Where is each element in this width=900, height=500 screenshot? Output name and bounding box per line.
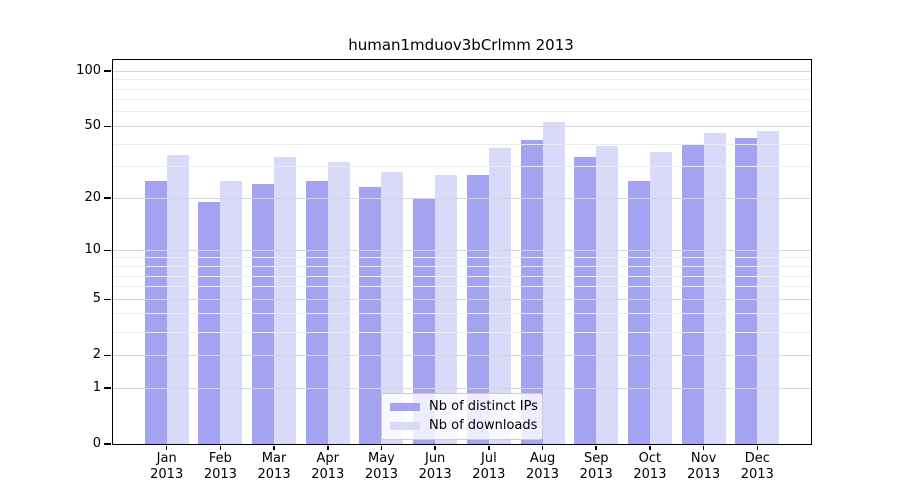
x-tick-mark-nov [702,446,705,450]
y-tick-mark-10 [104,249,111,252]
major-gridline-100 [113,70,811,72]
y-tick-label-20: 20 [84,190,101,206]
bar-nb-of-distinct-ips-nov [681,144,704,444]
plot-area: Nb of distinct IPs Nb of downloads 0 1 2 5 1… [76,59,812,482]
legend-swatch-distinct-ips [390,403,420,411]
bar-nb-of-distinct-ips-apr [305,180,328,444]
bar-nb-of-downloads-sep [596,146,619,444]
x-tick-label-aug: Aug 2013 [525,451,560,482]
bar-nb-of-downloads-oct [649,152,672,444]
x-tick-label-jan: Jan 2013 [150,451,184,482]
x-tick-mark-mar [273,446,275,450]
legend-label-downloads: Nb of downloads [429,418,538,433]
bar-nb-of-downloads-jul [488,148,511,444]
y-tick-label-0: 0 [92,436,101,451]
y-tick-label-100: 100 [76,63,101,79]
minor-gridline-30 [113,166,811,168]
x-tick-label-jul: Jul 2013 [472,451,506,482]
y-tick-label-10: 10 [84,242,101,258]
x-tick-label-may: May 2013 [364,451,398,482]
x-tick-mark-feb [219,446,222,450]
x-tick-label-feb: Feb 2013 [203,451,237,482]
bar-nb-of-downloads-nov [703,132,726,444]
bar-nb-of-downloads-dec [757,131,780,444]
minor-gridline-4 [113,313,811,315]
x-tick-mark-may [380,446,383,450]
legend: Nb of distinct IPs Nb of downloads [381,393,543,440]
legend-row-downloads: Nb of downloads [390,418,538,434]
x-tick-label-oct: Oct 2013 [633,451,667,482]
x-tick-label-nov: Nov 2013 [687,451,721,482]
bar-nb-of-distinct-ips-feb [198,202,221,444]
y-tick-mark-50 [104,125,111,128]
bar-nb-of-distinct-ips-sep [574,156,597,444]
x-tick-label-jun: Jun 2013 [418,451,452,482]
bar-nb-of-downloads-jun [435,174,458,444]
bar-nb-of-distinct-ips-may [359,187,382,444]
minor-gridline-9 [113,257,811,259]
bar-nb-of-distinct-ips-jan [144,180,167,444]
minor-gridline-8 [113,266,811,267]
x-tick-mark-apr [327,446,329,450]
bar-nb-of-distinct-ips-jun [413,198,436,444]
x-tick-mark-oct [649,446,651,450]
chart-title: human1mduov3bCrlmm 2013 [348,36,574,54]
x-tick-mark-jul [488,446,490,450]
major-gridline-20 [113,197,811,199]
bar-nb-of-distinct-ips-dec [735,138,758,444]
bar-nb-of-downloads-aug [542,121,565,444]
x-tick-label-dec: Dec 2013 [740,451,774,482]
major-gridline-2 [113,354,811,356]
y-tick-label-50: 50 [84,118,101,134]
bar-nb-of-downloads-apr [327,161,350,444]
x-tick-label-apr: Apr 2013 [311,451,345,482]
minor-gridline-80 [113,88,811,90]
y-tick-mark-2 [104,354,111,356]
minor-gridline-70 [113,99,811,101]
minor-gridline-3 [113,331,811,333]
y-tick-mark-100 [104,70,111,72]
y-tick-mark-1 [104,387,111,389]
legend-row-distinct-ips: Nb of distinct IPs [390,399,538,415]
bar-nb-of-downloads-may [381,171,404,444]
bar-nb-of-downloads-feb [220,180,243,444]
minor-gridline-90 [113,79,811,81]
minor-gridline-40 [113,143,811,145]
minor-gridline-7 [113,275,811,277]
bar-nb-of-distinct-ips-oct [627,180,650,444]
x-tick-mark-jan [165,446,168,450]
major-gridline-50 [113,125,811,127]
legend-label-distinct-ips: Nb of distinct IPs [429,399,538,414]
y-tick-mark-0 [104,443,111,445]
bar-nb-of-downloads-mar [274,156,297,444]
y-tick-mark-20 [104,197,111,199]
major-gridline-5 [113,298,811,300]
x-tick-mark-jun [434,446,436,450]
legend-swatch-downloads [390,422,420,430]
y-tick-label-5: 5 [92,291,101,307]
major-gridline-10 [113,249,811,251]
y-tick-mark-5 [104,298,111,300]
major-gridline-1 [113,387,811,389]
minor-gridline-60 [113,111,811,113]
bar-nb-of-distinct-ips-aug [520,140,543,444]
y-tick-label-2: 2 [92,347,101,363]
x-tick-mark-sep [595,446,597,450]
bar-nb-of-distinct-ips-jul [466,174,489,444]
x-tick-mark-dec [756,446,759,450]
x-tick-label-sep: Sep 2013 [579,451,613,482]
x-tick-label-mar: Mar 2013 [257,451,291,482]
y-tick-label-1: 1 [92,380,101,395]
x-tick-mark-aug [541,446,544,450]
minor-gridline-6 [113,286,811,288]
